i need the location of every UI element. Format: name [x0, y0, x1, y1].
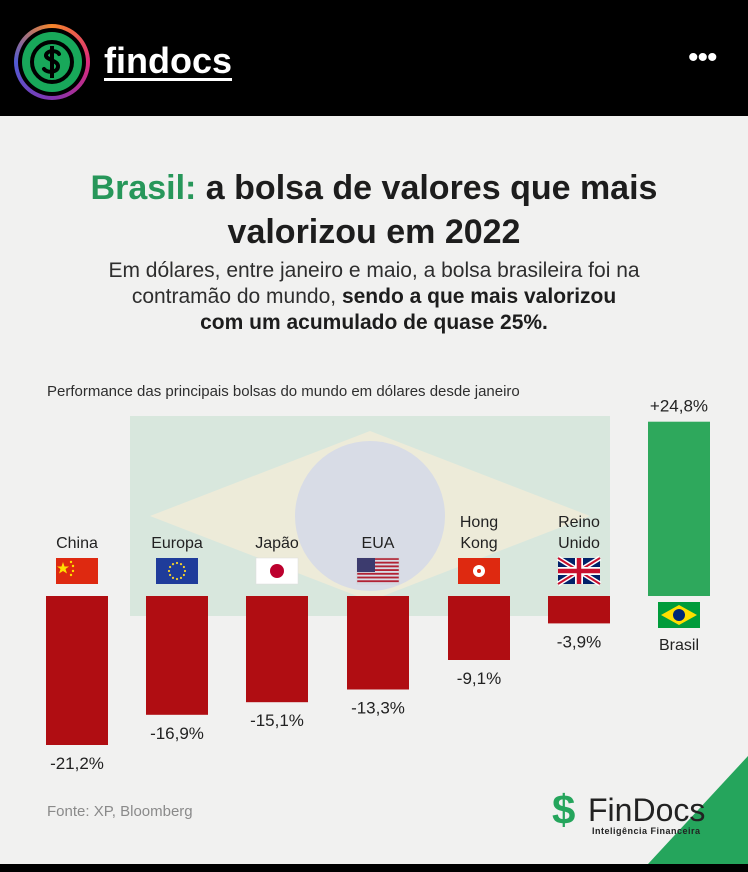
bar-5 — [448, 596, 510, 660]
brand-logo: $ FinDocs Inteligência Financeira — [552, 788, 722, 838]
source-note: Fonte: XP, Bloomberg — [47, 803, 193, 820]
dollar-sign-icon — [30, 40, 74, 84]
eu-flag-icon — [156, 558, 198, 584]
value-label-7: +24,8% — [650, 397, 708, 416]
brand-tagline: Inteligência Financeira — [592, 826, 701, 836]
title-line1: a bolsa de valores que mais — [196, 169, 658, 207]
bar-1 — [46, 596, 108, 745]
category-label-5-line1: Hong — [460, 514, 498, 531]
chart-title: Performance das principais bolsas do mun… — [47, 383, 520, 400]
hong-kong-flag-icon — [458, 558, 500, 584]
more-options-icon[interactable]: ••• — [688, 41, 717, 74]
bar-3 — [246, 596, 308, 703]
category-label-6-line2: Unido — [558, 535, 600, 552]
category-label-1: China — [56, 535, 98, 552]
bar-4 — [347, 596, 409, 690]
japan-flag-icon — [255, 557, 299, 585]
category-label-2: Europa — [151, 535, 203, 552]
value-label-5: -9,1% — [457, 669, 501, 688]
subtitle-line2-bold: sendo a que mais valorizou — [341, 285, 617, 308]
category-label-3: Japão — [255, 535, 299, 552]
china-flag-icon — [56, 558, 98, 584]
corner-accent — [648, 756, 748, 864]
username-link[interactable]: findocs — [104, 40, 233, 81]
value-label-2: -16,9% — [150, 724, 204, 743]
bottom-strip — [0, 864, 748, 872]
page-title: Brasil: a bolsa de valores que mais valo… — [0, 166, 748, 254]
category-label-4: EUA — [362, 535, 395, 552]
post-header: findocs ••• — [0, 0, 748, 116]
title-line2: valorizou em 2022 — [227, 213, 521, 251]
subtitle-line1: Em dólares, entre janeiro e maio, a bols… — [108, 259, 640, 282]
value-label-3: -15,1% — [250, 711, 304, 730]
value-label-1: -21,2% — [50, 754, 104, 773]
subtitle-line2: contramão do mundo, — [131, 285, 342, 308]
title-accent: Brasil: — [90, 169, 197, 207]
brazil-flag-icon — [658, 602, 700, 628]
brand-name: FinDocs — [588, 792, 706, 828]
value-label-6: -3,9% — [557, 632, 601, 651]
bar-7 — [648, 421, 710, 596]
usa-flag-icon — [356, 557, 400, 585]
uk-flag-icon — [556, 555, 602, 587]
bar-6 — [548, 596, 610, 624]
post-image: Brasil: a bolsa de valores que mais valo… — [0, 116, 748, 864]
category-label-6-line1: Reino — [558, 514, 600, 531]
value-label-4: -13,3% — [351, 699, 405, 718]
avatar[interactable] — [14, 24, 90, 100]
category-label-7: Brasil — [659, 637, 699, 654]
bar-2 — [146, 596, 208, 715]
bar-chart: -21,2% China -16,9% Europa -15,1% Japão -13,3%… — [46, 397, 710, 773]
subtitle: Em dólares, entre janeiro e maio, a bols… — [60, 258, 688, 336]
subtitle-line3: com um acumulado de quase 25%. — [200, 311, 548, 334]
category-label-5-line2: Kong — [460, 535, 497, 552]
brand-dollar-icon: $ — [552, 786, 576, 833]
